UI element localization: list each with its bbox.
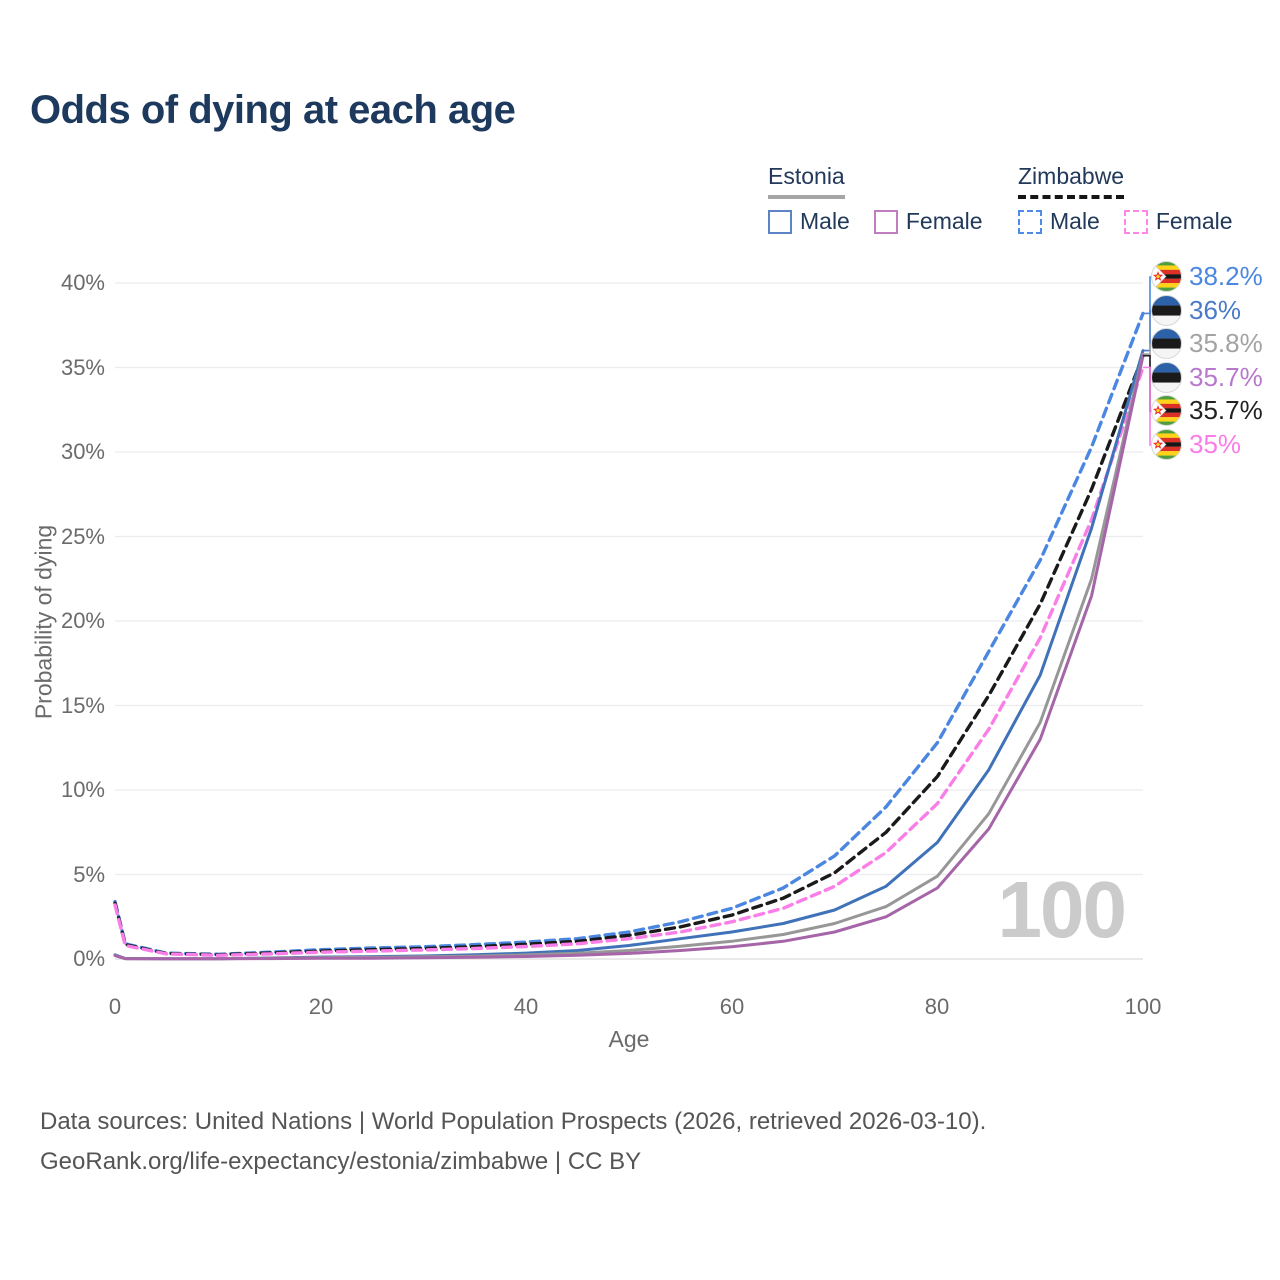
- flag-icon-zimbabwe: [1151, 429, 1182, 460]
- legend-swatch-zimbabwe-male[interactable]: [1018, 209, 1042, 234]
- data-sources-line: Data sources: United Nations | World Pop…: [40, 1108, 987, 1135]
- series-line-zimbabwe-male: [113, 311, 1145, 956]
- end-label-estonia-male: 36%: [1151, 295, 1241, 326]
- leader-line-zimbabwe-female: [1143, 366, 1156, 446]
- x-axis-title: Age: [608, 1026, 650, 1052]
- leader-line-estonia-both: [1143, 343, 1156, 355]
- flag-icon-zimbabwe: [1151, 261, 1182, 292]
- x-tick-label: 0: [108, 994, 122, 1019]
- legend-label-estonia-male: Male: [800, 208, 850, 234]
- legend-item-zimbabwe-female[interactable]: Female: [1123, 208, 1233, 235]
- legend-swatch-estonia-female[interactable]: [873, 209, 898, 234]
- end-label-zimbabwe-both: 35.7%: [1151, 395, 1263, 426]
- end-label-value: 35.8%: [1189, 328, 1263, 358]
- footer: Data sources: United Nations | World Pop…: [40, 1102, 986, 1182]
- legend-country-estonia: Estonia: [768, 163, 845, 199]
- legend-group-zimbabwe: Zimbabwe Male Female: [1018, 163, 1233, 235]
- age-counter-watermark: 100: [997, 865, 1127, 954]
- leader-line-zimbabwe-both: [1143, 354, 1156, 412]
- leader-line-estonia-female: [1143, 354, 1156, 379]
- legend-swatch-zimbabwe-female[interactable]: [1123, 209, 1148, 234]
- flag-icon-zimbabwe: [1151, 395, 1182, 426]
- page-title: Odds of dying at each age: [30, 88, 516, 132]
- legend-item-estonia-male[interactable]: Male: [768, 208, 850, 235]
- end-label-zimbabwe-male: 38.2%: [1151, 261, 1263, 292]
- end-label-value: 35.7%: [1189, 395, 1263, 425]
- x-tick-label: 80: [924, 994, 950, 1019]
- flag-icon-estonia: [1151, 295, 1182, 326]
- y-tick-label: 0%: [73, 946, 105, 971]
- legend-country-zimbabwe: Zimbabwe: [1018, 163, 1125, 199]
- y-tick-label: 10%: [60, 777, 105, 802]
- end-label-value: 38.2%: [1189, 261, 1263, 291]
- x-tick-label: 60: [719, 994, 745, 1019]
- y-axis-title: Probability of dying: [30, 524, 57, 720]
- end-label-value: 35%: [1189, 429, 1242, 459]
- legend-label-zimbabwe-female: Female: [1155, 208, 1233, 234]
- flag-icon-estonia: [1151, 362, 1182, 393]
- end-label-value: 35.7%: [1189, 362, 1263, 392]
- attribution-line: GeoRank.org/life-expectancy/estonia/zimb…: [40, 1148, 642, 1175]
- y-tick-label: 40%: [60, 270, 105, 295]
- x-tick-label: 100: [1124, 994, 1162, 1019]
- legend-label-zimbabwe-male: Male: [1050, 208, 1100, 234]
- flag-icon-estonia: [1151, 328, 1182, 359]
- legend-label-estonia-female: Female: [905, 208, 983, 234]
- end-label-estonia-both: 35.8%: [1151, 328, 1263, 359]
- end-label-zimbabwe-female: 35%: [1151, 429, 1241, 460]
- leader-line-estonia-male: [1143, 310, 1156, 352]
- y-tick-label: 30%: [60, 439, 105, 464]
- end-label-value: 36%: [1189, 295, 1242, 325]
- x-tick-label: 20: [308, 994, 334, 1019]
- y-tick-label: 5%: [73, 861, 105, 887]
- x-tick-label: 40: [513, 994, 539, 1019]
- legend-swatch-estonia-male[interactable]: [768, 209, 792, 234]
- end-label-estonia-female: 35.7%: [1151, 362, 1263, 393]
- legend-group-estonia: Estonia Male Female: [768, 163, 983, 235]
- y-tick-label: 35%: [60, 354, 105, 380]
- legend-item-zimbabwe-male[interactable]: Male: [1018, 208, 1100, 235]
- legend-item-estonia-female[interactable]: Female: [873, 208, 983, 235]
- leader-line-zimbabwe-male: [1143, 276, 1156, 315]
